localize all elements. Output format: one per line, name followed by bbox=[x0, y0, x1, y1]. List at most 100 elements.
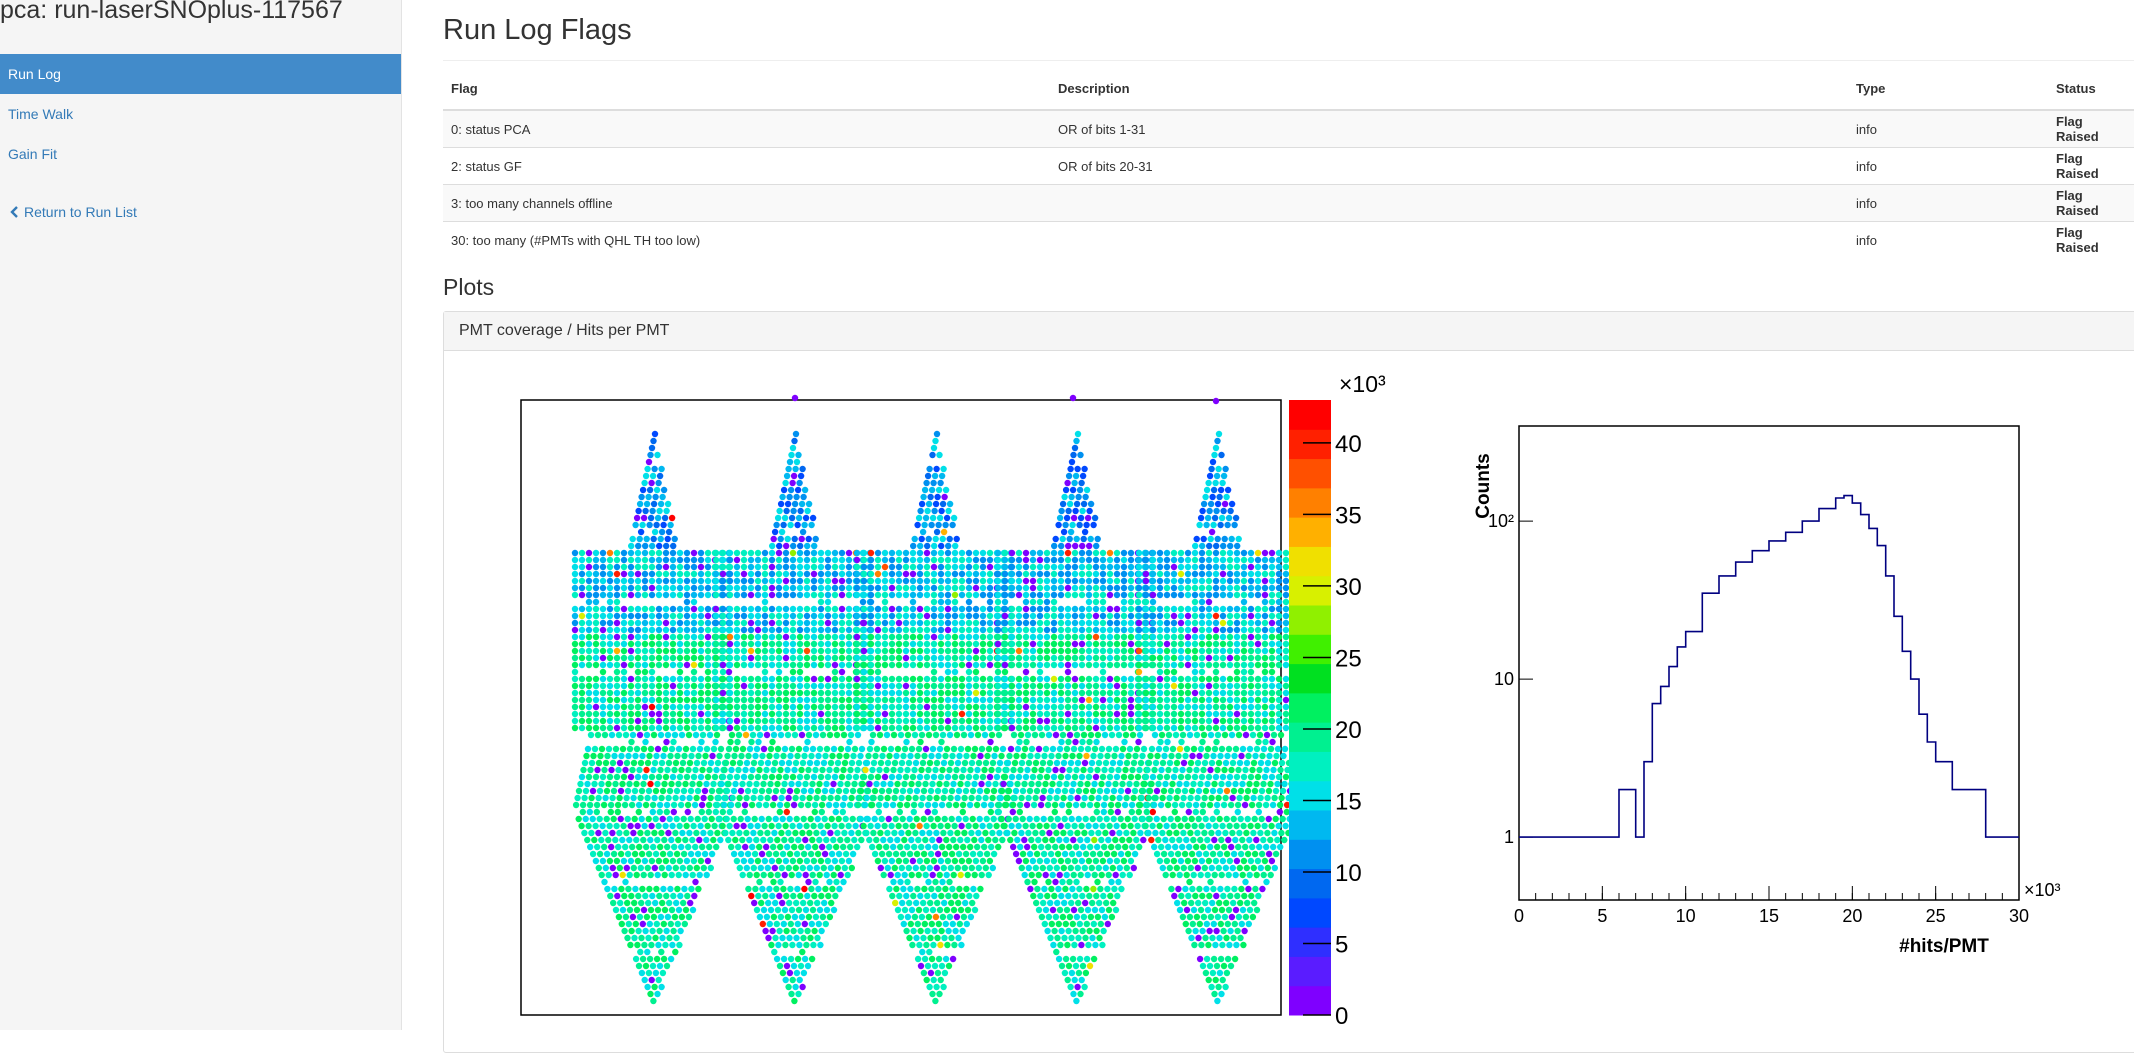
pmt-dot bbox=[654, 906, 662, 914]
pmt-dot bbox=[635, 542, 642, 550]
chevron-left-icon bbox=[10, 206, 18, 218]
pmt-dot bbox=[1036, 549, 1044, 557]
pmt-dot bbox=[1184, 549, 1192, 557]
pmt-dot bbox=[973, 801, 981, 809]
pmt-dot bbox=[592, 717, 600, 725]
pmt-dot bbox=[648, 605, 656, 613]
pmt-dot bbox=[719, 682, 727, 690]
pmt-dot bbox=[1049, 745, 1057, 753]
pmt-dot bbox=[761, 682, 769, 690]
pmt-dot bbox=[828, 850, 836, 858]
pmt-dot bbox=[810, 591, 818, 599]
pmt-dot bbox=[1074, 829, 1081, 837]
pmt-dot bbox=[740, 717, 748, 725]
pmt-dot bbox=[693, 794, 700, 802]
pmt-dot bbox=[803, 605, 811, 613]
nav-item-time-walk[interactable]: Time Walk bbox=[8, 106, 74, 122]
pmt-dot bbox=[676, 724, 684, 732]
pmt-dot bbox=[660, 920, 667, 928]
pmt-dot bbox=[613, 773, 621, 781]
pmt-dot bbox=[965, 612, 973, 620]
pmt-dot bbox=[895, 696, 903, 704]
pmt-dot bbox=[888, 703, 896, 711]
pmt-dot bbox=[799, 528, 807, 536]
pmt-dot bbox=[657, 731, 665, 739]
pmt-dot bbox=[1056, 906, 1064, 914]
pmt-dot bbox=[1054, 815, 1061, 823]
pmt-dot bbox=[1005, 815, 1012, 823]
pmt-dot bbox=[596, 787, 604, 795]
pmt-dot bbox=[690, 682, 698, 690]
pmt-dot bbox=[881, 640, 889, 648]
return-to-run-list-link[interactable]: Return to Run List bbox=[10, 204, 137, 220]
pmt-dot bbox=[930, 724, 938, 732]
pmt-dot bbox=[646, 955, 654, 963]
pmt-dot bbox=[810, 577, 818, 585]
pmt-dot bbox=[999, 836, 1006, 844]
pmt-dot bbox=[641, 773, 649, 781]
pmt-dot bbox=[917, 542, 924, 550]
pmt-dot bbox=[813, 864, 820, 872]
pmt-dot bbox=[740, 626, 748, 634]
pmt-dot bbox=[838, 640, 846, 648]
pmt-dot bbox=[908, 780, 915, 788]
pmt-dot bbox=[635, 962, 643, 970]
pmt-dot bbox=[824, 822, 831, 830]
pmt-dot bbox=[1044, 801, 1052, 809]
pmt-dot bbox=[990, 850, 998, 858]
pmt-dot bbox=[1110, 899, 1117, 907]
pmt-dot bbox=[1127, 612, 1135, 620]
pmt-dot bbox=[931, 801, 939, 809]
pmt-dot bbox=[1001, 668, 1009, 676]
pmt-dot bbox=[772, 787, 780, 795]
pmt-dot bbox=[922, 836, 929, 844]
pmt-dot bbox=[683, 661, 691, 669]
pmt-dot bbox=[1012, 815, 1019, 823]
pmt-dot bbox=[899, 850, 907, 858]
pmt-dot bbox=[900, 752, 907, 760]
pmt-dot bbox=[617, 787, 625, 795]
pmt-dot bbox=[979, 619, 987, 627]
pmt-dot bbox=[712, 612, 720, 620]
pmt-dot bbox=[979, 633, 987, 641]
pmt-dot bbox=[902, 605, 910, 613]
pmt-dot bbox=[639, 752, 646, 760]
pmt-dot bbox=[951, 661, 959, 669]
pmt-dot bbox=[916, 591, 924, 599]
pmt-dot bbox=[1085, 773, 1093, 781]
pmt-dot bbox=[1036, 577, 1044, 585]
pmt-dot bbox=[810, 640, 818, 648]
pmt-dot bbox=[662, 717, 670, 725]
pmt-dot bbox=[1120, 647, 1128, 655]
pmt-dot bbox=[577, 780, 584, 788]
pmt-dot bbox=[578, 577, 586, 585]
pmt-dot bbox=[661, 906, 669, 914]
pmt-dot bbox=[933, 528, 941, 536]
pmt-dot bbox=[740, 612, 748, 620]
pmt-dot bbox=[860, 584, 868, 592]
pmt-dot bbox=[732, 745, 740, 753]
nav-item-gain-fit[interactable]: Gain Fit bbox=[8, 146, 58, 162]
pmt-dot bbox=[937, 647, 945, 655]
pmt-dot bbox=[704, 556, 712, 564]
pmt-dot bbox=[874, 563, 882, 571]
pmt-dot bbox=[782, 675, 790, 683]
pmt-dot bbox=[902, 640, 910, 648]
pmt-dot bbox=[1114, 892, 1121, 900]
pmt-dot bbox=[632, 885, 639, 893]
pmt-dot bbox=[1261, 605, 1269, 613]
pmt-dot bbox=[881, 619, 889, 627]
pmt-dot bbox=[1135, 563, 1143, 571]
pmt-dot bbox=[655, 612, 663, 620]
pmt-dot bbox=[641, 724, 649, 732]
pmt-dot bbox=[1068, 458, 1076, 466]
pmt-dot bbox=[659, 899, 666, 907]
pmt-dot bbox=[662, 563, 670, 571]
pmt-dot bbox=[884, 759, 892, 767]
pmt-dot bbox=[682, 906, 690, 914]
pmt-dot bbox=[1074, 465, 1081, 473]
nav-item-run-log[interactable]: Run Log bbox=[0, 54, 401, 94]
pmt-dot bbox=[726, 773, 734, 781]
pmt-dot bbox=[911, 766, 918, 774]
pmt-dot bbox=[1233, 563, 1241, 571]
